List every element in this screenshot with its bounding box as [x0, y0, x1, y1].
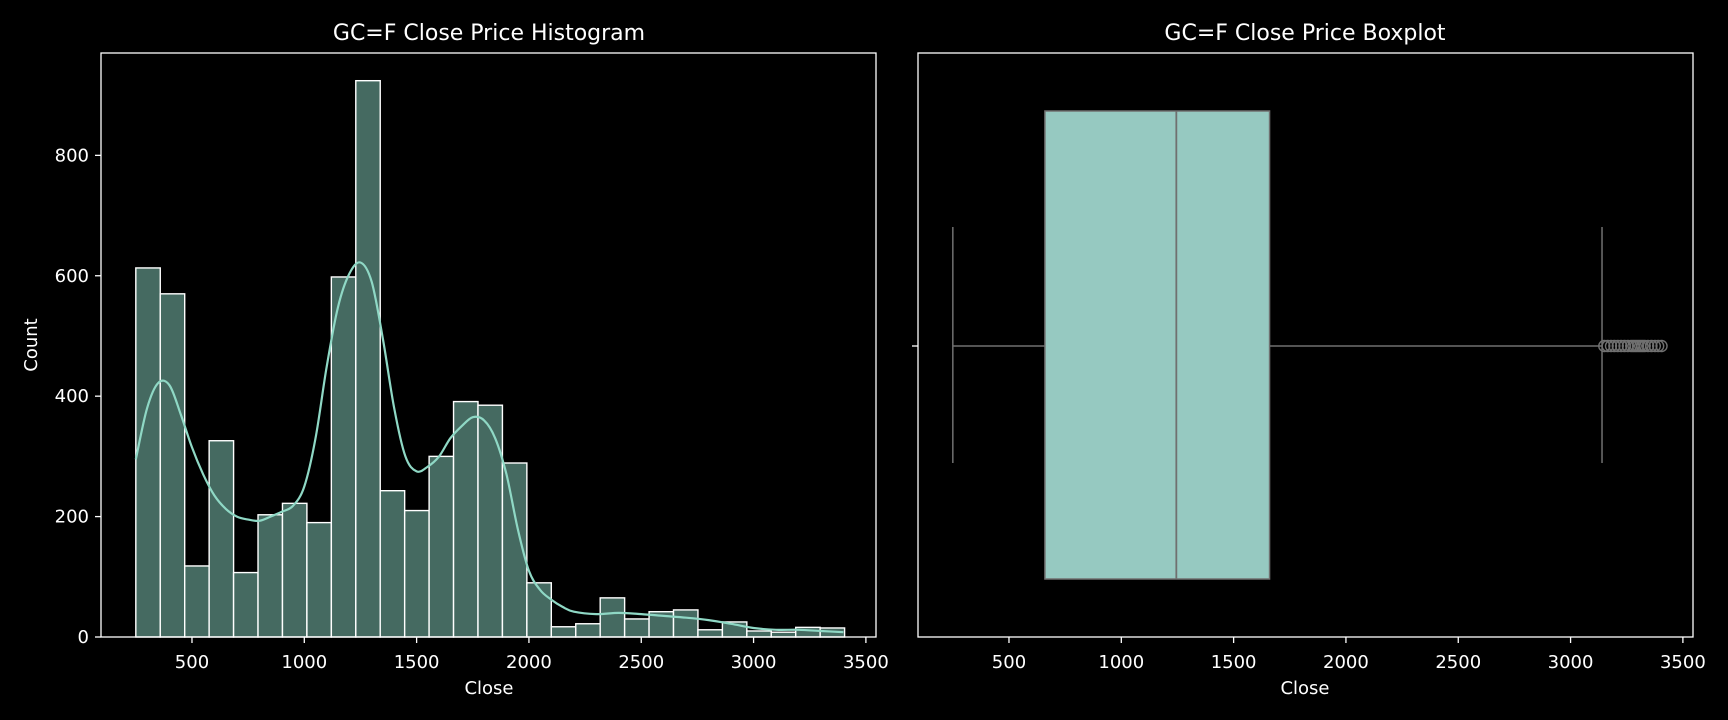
outlier-point [1611, 339, 1624, 353]
x-tick-label: 2000 [506, 652, 552, 673]
histogram-bar [623, 618, 650, 638]
boxplot-x-label: Close [1280, 678, 1329, 699]
x-tick-label: 1500 [1211, 652, 1257, 673]
y-tick-label: 800 [55, 145, 89, 166]
histogram-bar [697, 629, 724, 638]
x-tick-label: 1000 [1098, 652, 1144, 673]
histogram-bar [208, 440, 235, 638]
outlier-point [1614, 339, 1628, 353]
histogram-bar [330, 276, 357, 638]
x-tick-label: 1500 [394, 652, 440, 673]
outlier-point [1651, 339, 1665, 353]
y-tick-label: 600 [55, 266, 89, 287]
histogram-bar [477, 404, 504, 638]
boxplot-title: GC=F Close Price Boxplot [1164, 21, 1446, 46]
x-tick-label: 3500 [843, 652, 889, 673]
y-tick-label: 0 [78, 627, 89, 648]
histogram-x-axis: 500 1000 1500 2000 2500 3000 3500 [175, 637, 889, 673]
x-tick-label: 1000 [281, 652, 327, 673]
histogram-bar [526, 582, 553, 638]
histogram-bar [599, 597, 626, 638]
histogram-panel: GC=F Close Price Histogram 0 200 400 600 800… [21, 21, 889, 699]
x-tick-label: 2000 [1323, 652, 1369, 673]
histogram-bar [379, 489, 406, 638]
histogram-bar [672, 609, 699, 638]
boxplot-frame [917, 52, 1694, 638]
outlier-point [1641, 339, 1655, 353]
x-tick-label: 3500 [1660, 652, 1706, 673]
x-tick-label: 2500 [1435, 652, 1481, 673]
histogram-bar [159, 293, 186, 638]
interquartile-box [1044, 110, 1271, 580]
boxplot-panel: GC=F Close Price Boxplot 500 1000 1500 2000… [912, 21, 1706, 699]
histogram-bar [306, 521, 333, 638]
histogram-bar [257, 514, 284, 638]
outlier-point [1645, 339, 1658, 353]
histogram-bar [183, 565, 210, 638]
outlier-point [1604, 339, 1618, 353]
y-tick-label: 400 [55, 386, 89, 407]
histogram-bar [550, 626, 577, 638]
x-tick-label: 500 [175, 652, 209, 673]
histogram-bar [770, 631, 797, 638]
histogram-bar [452, 400, 479, 638]
x-tick-label: 2500 [618, 652, 664, 673]
boxplot-x-axis: 500 1000 1500 2000 2500 3000 3500 [992, 637, 1706, 673]
outlier-point [1621, 339, 1635, 353]
histogram-bar [232, 571, 259, 638]
histogram-x-label: Close [464, 678, 513, 699]
histogram-bar [403, 509, 430, 638]
histogram-kde-line [134, 261, 844, 634]
histogram-frame [100, 52, 877, 638]
outlier-point [1601, 339, 1614, 353]
y-tick-label: 200 [55, 507, 89, 528]
boxplot-shapes [952, 110, 1668, 580]
histogram-title: GC=F Close Price Histogram [333, 21, 645, 46]
histogram-y-axis: 0 200 400 600 800 [55, 145, 101, 648]
histogram-bar [428, 455, 455, 638]
histogram-y-label: Count [21, 318, 42, 371]
outlier-point [1598, 339, 1611, 353]
outlier-point [1648, 339, 1662, 353]
outlier-point [1608, 339, 1621, 353]
x-tick-label: 3000 [731, 652, 777, 673]
outlier-point [1638, 339, 1651, 353]
x-tick-label: 500 [992, 652, 1026, 673]
x-tick-label: 3000 [1548, 652, 1594, 673]
histogram-bar [355, 79, 381, 638]
histogram-bar [135, 267, 161, 638]
histogram-bar [575, 623, 601, 638]
histogram-bar [281, 502, 308, 638]
histogram-bar [746, 630, 772, 638]
outlier-point [1655, 339, 1668, 353]
